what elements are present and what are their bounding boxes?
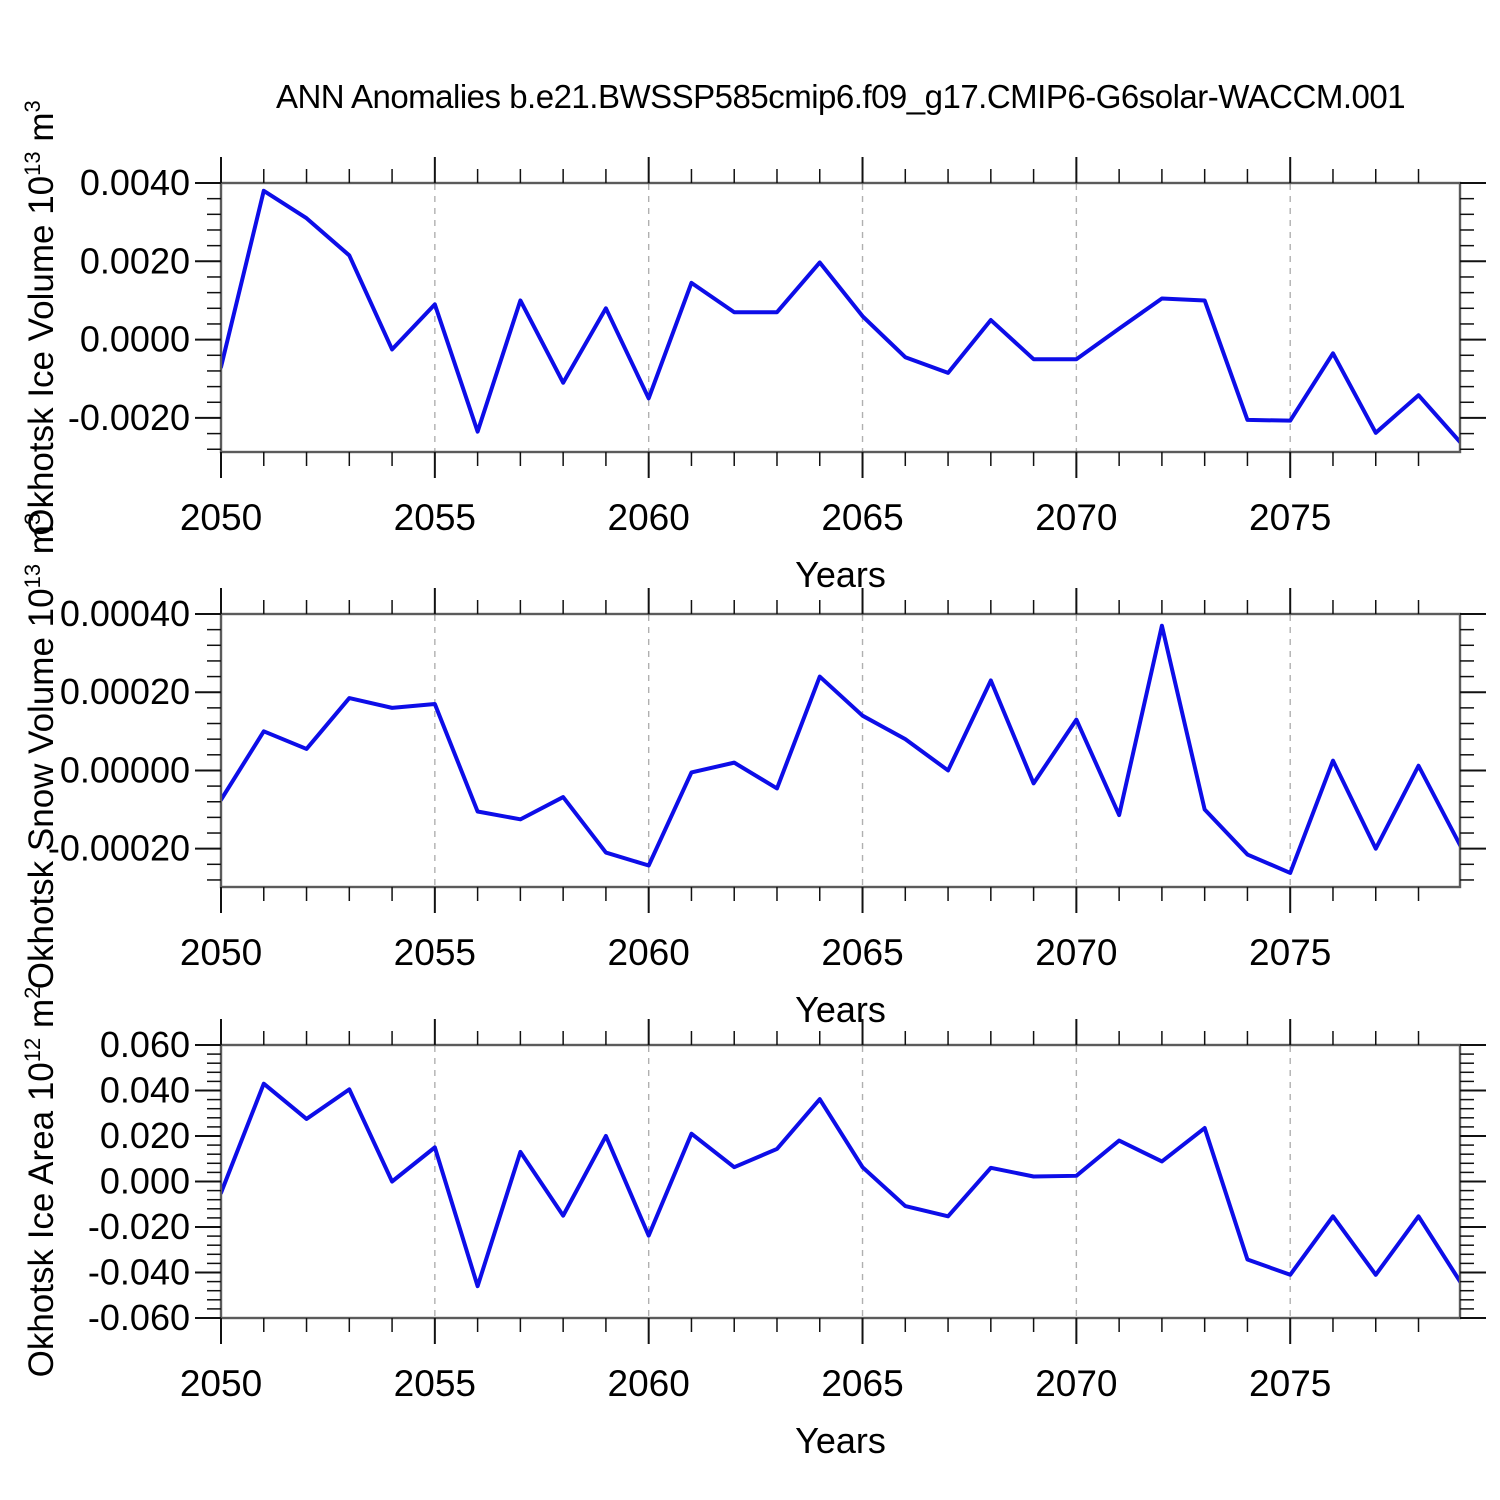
y-tick-label: 0.00040 [60,593,190,634]
x-axis-title-years-panel2: Years [795,989,886,1030]
y-axis-title-exponent: 12 [20,1037,45,1062]
x-tick-label: 2060 [608,1363,690,1404]
y-tick-label: 0.00000 [60,749,190,790]
y-tick-label: -0.0020 [68,397,190,438]
x-tick-label: 2055 [394,1363,476,1404]
x-axis-title-years-panel3: Years [795,1420,886,1461]
data-line-okhotsk-ice-area [221,1081,1460,1289]
x-tick-label: 2070 [1035,932,1117,973]
y-tick-label: 0.060 [100,1024,190,1065]
y-tick-label: -0.020 [88,1206,190,1247]
plot-frame [219,181,1462,454]
plot-frame [219,1043,1462,1320]
x-tick-label: 2060 [608,932,690,973]
x-tick-label: 2065 [821,1363,903,1404]
data-line-okhotsk-snow-volume [221,623,1460,875]
y-axis-title-unit: m [22,524,61,564]
x-tick-label: 2050 [180,932,262,973]
y-tick-label: -0.040 [88,1252,190,1293]
y-tick-label: 0.040 [100,1070,190,1111]
data-line-okhotsk-ice-volume [221,188,1460,445]
x-tick-label: 2060 [608,497,690,538]
x-tick-label: 2055 [394,497,476,538]
y-axis-title-unit: m [22,111,61,151]
y-axis-title-text: Okhotsk Ice Area 10 [22,1061,61,1377]
y-tick-label: 0.020 [100,1115,190,1156]
y-tick-label: -0.00020 [48,828,190,869]
y-axis-title-unit: m [22,998,61,1038]
y-tick-label: 0.0020 [80,240,190,281]
x-tick-label: 2055 [394,932,476,973]
x-tick-label: 2070 [1035,1363,1117,1404]
page-title: ANN Anomalies b.e21.BWSSP585cmip6.f09_g1… [275,78,1406,115]
y-axis-title-unit-exponent: 2 [20,986,45,999]
y-tick-label: 0.0000 [80,319,190,360]
y-axis-title-exponent: 13 [20,563,45,588]
x-tick-label: 2070 [1035,497,1117,538]
plot-frame [219,612,1462,889]
y-tick-label: -0.060 [88,1297,190,1338]
x-tick-label: 2075 [1249,1363,1331,1404]
y-tick-label: 0.000 [100,1161,190,1202]
x-tick-label: 2075 [1249,932,1331,973]
y-tick-label: 0.00020 [60,671,190,712]
x-tick-label: 2050 [180,497,262,538]
y-tick-label: 0.0040 [80,162,190,203]
x-tick-label: 2075 [1249,497,1331,538]
y-axis-title-exponent: 13 [20,150,45,176]
x-tick-label: 2050 [180,1363,262,1404]
x-tick-label: 2065 [821,932,903,973]
y-axis-title-unit-exponent: 3 [20,512,45,525]
y-axis-title-ice-area: Okhotsk Ice Area 1012 m2 [20,832,64,1500]
x-axis-title-years-panel1: Years [795,554,886,595]
x-tick-label: 2065 [821,497,903,538]
y-axis-title-unit-exponent: 3 [20,99,45,112]
